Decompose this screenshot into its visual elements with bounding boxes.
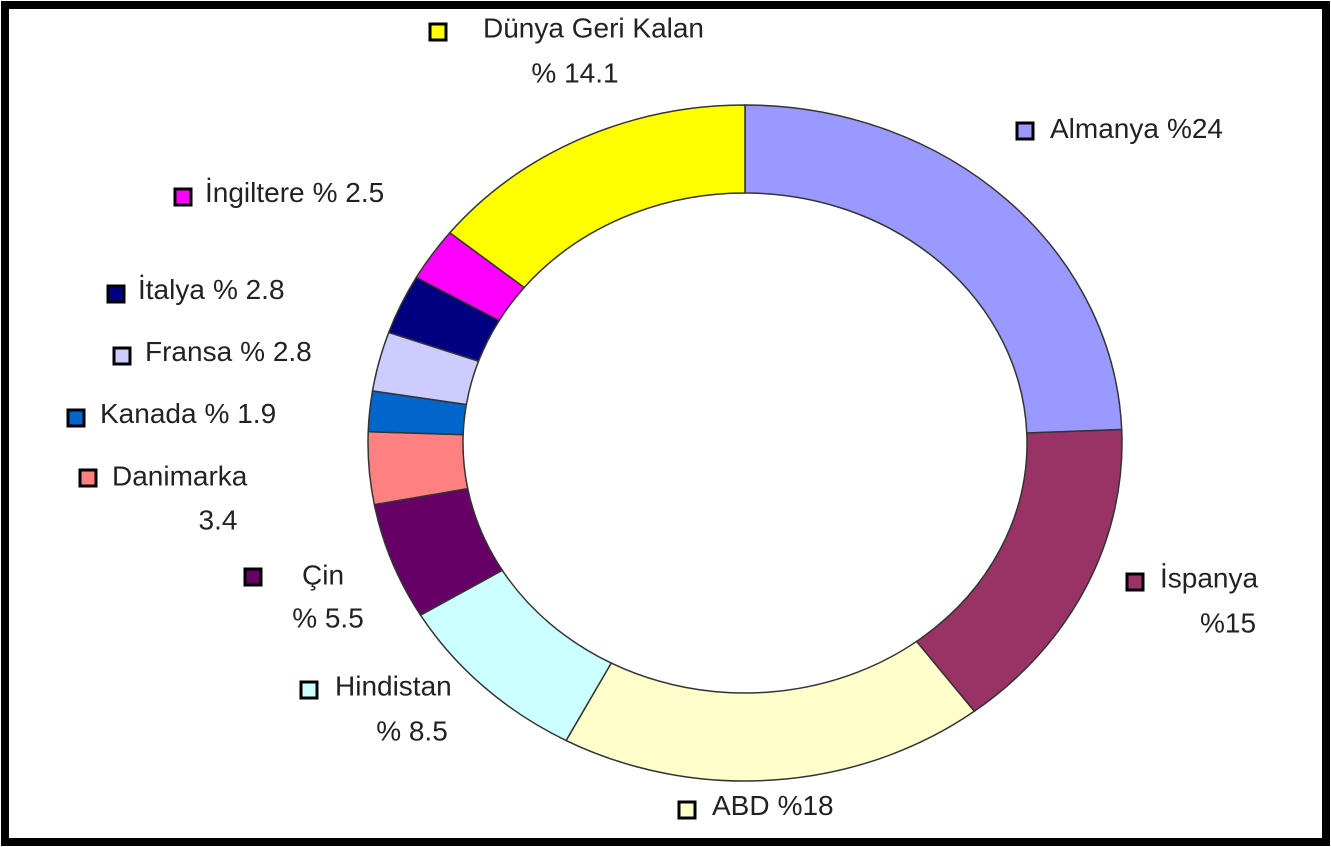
data-label: Fransa% 2.8	[145, 336, 312, 367]
category-label: Almanya	[1050, 113, 1159, 144]
value-label: % 1.9	[205, 398, 277, 429]
data-label: ABD %18	[712, 790, 834, 821]
legend-marker	[428, 22, 448, 42]
donut-slice	[448, 104, 746, 289]
value-label: 3.4	[199, 504, 238, 535]
category-label: ABD	[712, 790, 770, 821]
data-label: Almanya %24	[1050, 113, 1223, 144]
legend-marker	[173, 187, 193, 207]
legend-marker	[677, 800, 697, 820]
category-label: İtalya	[138, 274, 205, 305]
legend-marker	[106, 284, 126, 304]
legend-marker	[299, 680, 319, 700]
legend-marker	[1125, 572, 1145, 592]
value-label: %18	[778, 790, 834, 821]
legend-marker	[78, 468, 98, 488]
category-label: Çin	[302, 559, 344, 590]
legend-marker	[112, 346, 132, 366]
value-label: % 2.8	[240, 336, 312, 367]
data-label: Kanada % 1.9	[100, 398, 276, 429]
legend-marker	[243, 567, 263, 587]
donut-slice	[744, 104, 1123, 434]
category-label: İngiltere	[205, 177, 305, 208]
category-label: İspanya	[1160, 562, 1258, 593]
value-label: % 14.1	[531, 57, 618, 88]
value-label: % 8.5	[376, 715, 448, 746]
value-label: %15	[1200, 607, 1256, 638]
value-label: % 2.8	[213, 274, 285, 305]
legend-marker	[66, 408, 86, 428]
category-label: Fransa	[145, 336, 233, 367]
value-label: % 5.5	[292, 602, 364, 633]
category-label: Hindistan	[335, 670, 452, 701]
data-label: İngiltere % 2.5	[205, 177, 384, 208]
category-label: Kanada	[100, 398, 197, 429]
legend-marker	[1015, 121, 1035, 141]
category-label: Danimarka	[112, 460, 248, 491]
data-label: İtalya % 2.8	[138, 274, 285, 305]
category-label: Dünya Geri Kalan	[483, 12, 704, 43]
value-label: % 2.5	[313, 177, 385, 208]
value-label: %24	[1167, 113, 1223, 144]
